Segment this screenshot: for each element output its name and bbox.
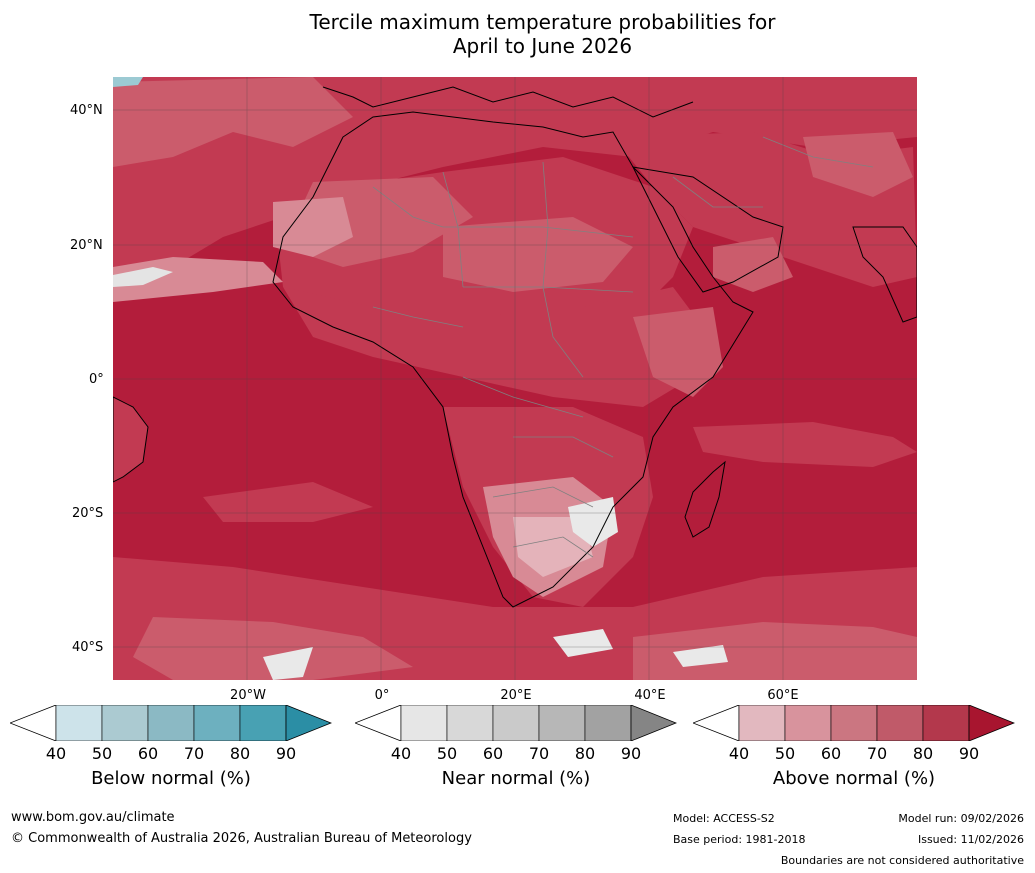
model-run-date: Model run: 09/02/2026 bbox=[898, 812, 1024, 825]
below-segment-6 bbox=[285, 705, 332, 741]
southern-near-normal-3 bbox=[673, 645, 728, 667]
base-period: Base period: 1981-2018 bbox=[673, 833, 806, 846]
southern-ocean-light bbox=[133, 617, 413, 680]
near-segment-1 bbox=[400, 705, 448, 741]
below-tick-90: 90 bbox=[275, 744, 297, 763]
above-segment-2 bbox=[784, 705, 832, 741]
above-tick-60: 60 bbox=[820, 744, 842, 763]
near-tick-90: 90 bbox=[620, 744, 642, 763]
lat-label-20s: 20°S bbox=[72, 506, 104, 521]
near-segment-0 bbox=[355, 705, 402, 741]
indian-ocean-streak bbox=[693, 422, 917, 467]
southern-near-normal-1 bbox=[263, 647, 313, 680]
copyright-text: © Commonwealth of Australia 2026, Austra… bbox=[11, 831, 472, 846]
below-segment-5 bbox=[239, 705, 287, 741]
west-sahara-light bbox=[273, 197, 353, 257]
lon-label-20w: 20°W bbox=[230, 688, 266, 703]
mozambique-near-normal bbox=[568, 497, 618, 547]
southern-ocean-light-east bbox=[633, 622, 917, 680]
near-segment-6 bbox=[630, 705, 677, 741]
below-tick-60: 60 bbox=[137, 744, 159, 763]
gridlines bbox=[113, 77, 917, 680]
horn-of-africa-light bbox=[633, 307, 723, 397]
above-tick-80: 80 bbox=[912, 744, 934, 763]
near-tick-50: 50 bbox=[436, 744, 458, 763]
below-segment-4 bbox=[193, 705, 241, 741]
chart-title: Tercile maximum temperature probabilitie… bbox=[0, 10, 1035, 58]
country-borders bbox=[372, 136, 874, 558]
above-tick-40: 40 bbox=[728, 744, 750, 763]
above-normal-label: Above normal (%) bbox=[772, 768, 936, 789]
above-tick-90: 90 bbox=[958, 744, 980, 763]
madagascar-coastline bbox=[684, 460, 726, 538]
near-segment-5 bbox=[584, 705, 632, 741]
below-tick-40: 40 bbox=[45, 744, 67, 763]
sahara-central-patch bbox=[443, 217, 633, 292]
map-svg bbox=[113, 77, 917, 680]
lon-label-0: 0° bbox=[374, 688, 390, 703]
above-segment-3 bbox=[830, 705, 878, 741]
india-coastline bbox=[852, 226, 917, 323]
below-segment-3 bbox=[147, 705, 195, 741]
website-link[interactable]: www.bom.gov.au/climate bbox=[11, 810, 175, 825]
colorbar-above-normal bbox=[693, 705, 1015, 741]
sahel-zone bbox=[283, 287, 703, 407]
probability-map[interactable] bbox=[113, 77, 917, 680]
lon-label-60e: 60°E bbox=[767, 688, 799, 703]
below-tick-70: 70 bbox=[183, 744, 205, 763]
near-segment-4 bbox=[538, 705, 586, 741]
above-segment-1 bbox=[738, 705, 786, 741]
southern-near-normal-2 bbox=[553, 629, 613, 657]
issued-date: Issued: 11/02/2026 bbox=[917, 833, 1024, 846]
arabian-peninsula-light bbox=[713, 237, 793, 292]
europe-coastline bbox=[322, 86, 694, 118]
below-segment-0 bbox=[10, 705, 57, 741]
below-tick-80: 80 bbox=[229, 744, 251, 763]
atlantic-near-normal-streak bbox=[113, 267, 173, 287]
colorbar-near-normal bbox=[355, 705, 677, 741]
above-tick-70: 70 bbox=[866, 744, 888, 763]
below-segment-2 bbox=[101, 705, 149, 741]
north-atlantic-patch bbox=[113, 77, 353, 167]
north-corner-below-normal bbox=[113, 77, 143, 87]
near-tick-70: 70 bbox=[528, 744, 550, 763]
boundaries-disclaimer: Boundaries are not considered authoritat… bbox=[780, 854, 1024, 867]
below-normal-label: Below normal (%) bbox=[91, 768, 251, 789]
south-atlantic-streak bbox=[203, 482, 373, 522]
title-line-1: Tercile maximum temperature probabilitie… bbox=[309, 10, 776, 34]
near-normal-label: Near normal (%) bbox=[441, 768, 591, 789]
below-segment-1 bbox=[55, 705, 103, 741]
colorbar-below-normal bbox=[10, 705, 332, 741]
above-segment-6 bbox=[968, 705, 1015, 741]
arabia-coastline bbox=[632, 166, 784, 293]
near-tick-60: 60 bbox=[482, 744, 504, 763]
south-america-coastline bbox=[113, 396, 149, 483]
title-line-2: April to June 2026 bbox=[452, 34, 633, 58]
lat-label-40s: 40°S bbox=[72, 640, 104, 655]
lon-label-20e: 20°E bbox=[500, 688, 532, 703]
above-segment-0 bbox=[693, 705, 740, 741]
above-segment-5 bbox=[922, 705, 970, 741]
near-tick-40: 40 bbox=[390, 744, 412, 763]
above-tick-50: 50 bbox=[774, 744, 796, 763]
near-tick-80: 80 bbox=[574, 744, 596, 763]
below-tick-50: 50 bbox=[91, 744, 113, 763]
lon-label-40e: 40°E bbox=[634, 688, 666, 703]
above-segment-4 bbox=[876, 705, 924, 741]
lat-label-20n: 20°N bbox=[70, 238, 103, 253]
model-name: Model: ACCESS-S2 bbox=[673, 812, 775, 825]
near-segment-3 bbox=[492, 705, 540, 741]
near-segment-2 bbox=[446, 705, 494, 741]
lat-label-0: 0° bbox=[89, 372, 104, 387]
africa-coastline bbox=[272, 111, 754, 608]
lat-label-40n: 40°N bbox=[70, 103, 103, 118]
